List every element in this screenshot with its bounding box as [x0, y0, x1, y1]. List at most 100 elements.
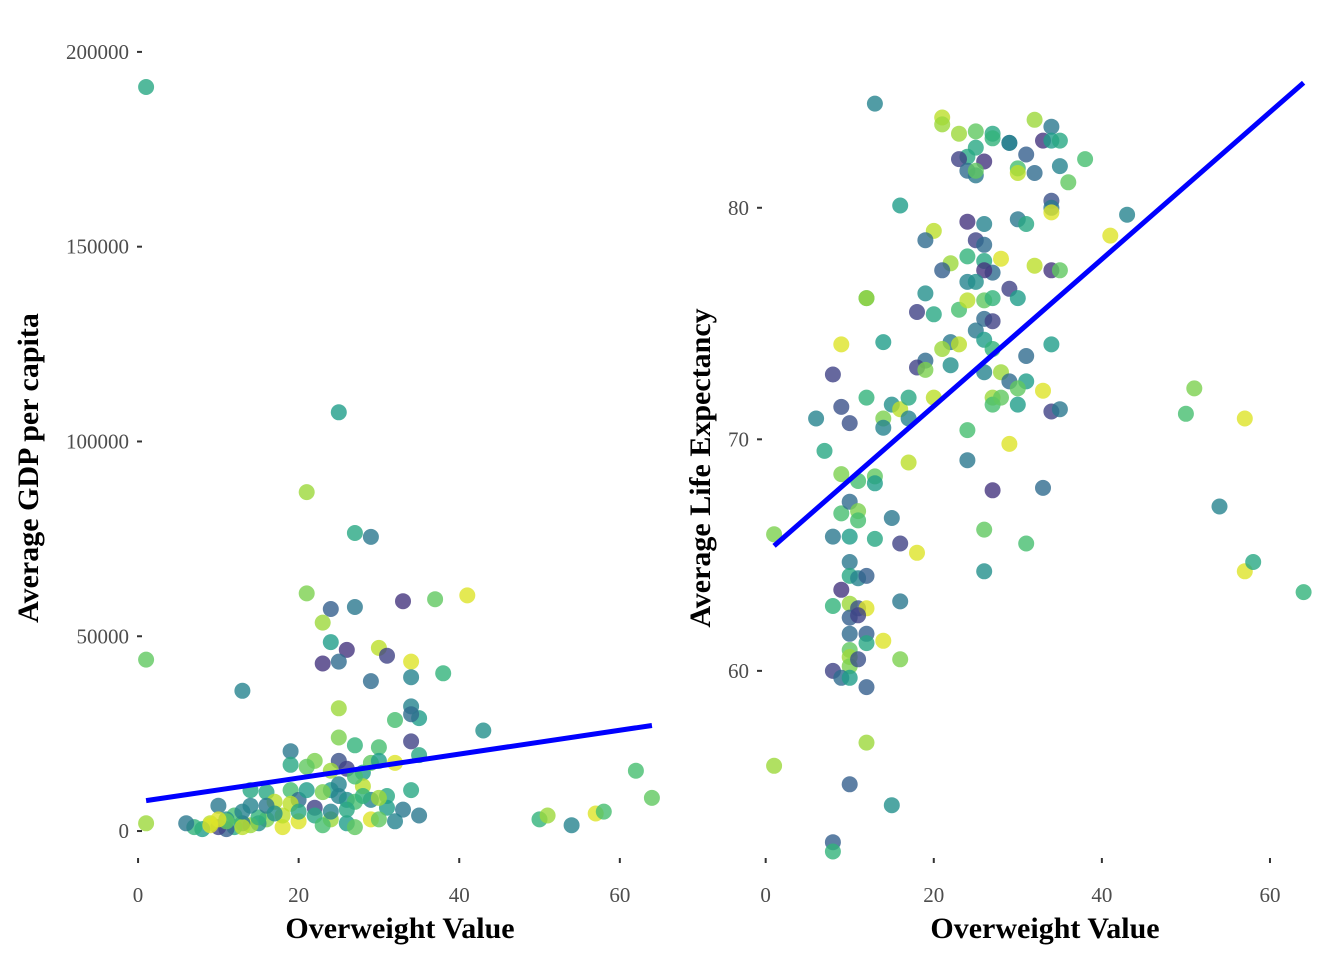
life-expectancy-point: [959, 213, 976, 230]
life-expectancy-scatter-panel: 60 70 80 0 20 40 60 Overweight Value Average …: [684, 80, 1312, 945]
life-expectancy-point: [892, 651, 909, 668]
gdp-point: [298, 484, 315, 501]
gdp-point: [234, 819, 251, 836]
life-expectancy-point: [959, 292, 976, 309]
life-expectancy-point: [917, 285, 934, 302]
gdp-point: [346, 737, 363, 754]
gdp-point: [314, 614, 331, 631]
life-expectancy-point: [833, 398, 850, 415]
life-expectancy-point: [875, 632, 892, 649]
gdp-point: [395, 593, 411, 610]
life-expectancy-point: [976, 262, 993, 279]
life-expectancy-point: [858, 734, 875, 751]
life-expectancy-point: [824, 528, 841, 545]
life-expectancy-point: [984, 482, 1001, 499]
life-expectancy-point: [1236, 410, 1253, 427]
life-expectancy-point: [1119, 206, 1136, 223]
life-expectancy-point: [866, 530, 883, 547]
life-expectancy-point: [1026, 257, 1043, 274]
gdp-point: [362, 528, 379, 545]
life-expectancy-point: [993, 250, 1009, 267]
life-expectancy-point: [1018, 348, 1035, 364]
gdp-point: [330, 653, 347, 670]
gdp-point: [563, 817, 580, 834]
life-expectancy-point: [925, 306, 942, 323]
gdp-point: [643, 789, 660, 806]
life-expectancy-point: [1026, 165, 1043, 181]
life-expectancy-point: [1077, 151, 1094, 168]
life-expectancy-point: [1043, 118, 1060, 135]
life-expectancy-point: [841, 528, 858, 545]
life-expectancy-x-tick-label: 20: [923, 883, 944, 907]
life-expectancy-point: [824, 843, 841, 860]
gdp-x-tick-label: 20: [288, 883, 309, 907]
gdp-point: [330, 729, 347, 746]
gdp-point: [395, 801, 411, 818]
life-expectancy-point: [1009, 380, 1026, 397]
life-expectancy-point: [959, 422, 976, 439]
gdp-point: [370, 739, 387, 756]
life-expectancy-point: [866, 95, 883, 112]
gdp-point: [234, 682, 251, 699]
life-expectancy-point: [959, 452, 976, 469]
life-expectancy-point: [1001, 134, 1018, 151]
gdp-y-tick-label: 100000: [66, 429, 129, 453]
life-expectancy-point: [1043, 336, 1060, 353]
life-expectancy-point: [1051, 401, 1068, 418]
gdp-point: [539, 807, 556, 824]
life-expectancy-point: [866, 475, 883, 492]
life-expectancy-point: [1035, 479, 1051, 496]
life-expectancy-point: [934, 262, 951, 279]
life-expectancy-point: [766, 757, 783, 774]
life-expectancy-point: [917, 361, 934, 378]
life-expectancy-point: [833, 336, 850, 353]
gdp-point: [387, 813, 403, 830]
gdp-point: [459, 587, 476, 604]
life-expectancy-point: [1060, 174, 1077, 191]
life-expectancy-point: [1186, 380, 1203, 397]
life-expectancy-point: [858, 290, 875, 307]
life-expectancy-point: [808, 410, 825, 427]
gdp-point: [403, 782, 420, 799]
gdp-y-tick-label: 200000: [66, 40, 129, 64]
gdp-point: [435, 665, 452, 682]
gdp-point: [210, 797, 227, 814]
life-expectancy-y-axis: 60 70 80: [728, 196, 762, 683]
life-expectancy-point: [850, 651, 867, 668]
gdp-point: [370, 811, 387, 828]
gdp-scatter-panel: 0 50000 100000 150000 200000 0 20 40 60 Overwei…: [12, 40, 660, 945]
life-expectancy-point: [1051, 262, 1068, 279]
gdp-point: [138, 815, 155, 832]
life-expectancy-point: [1051, 158, 1068, 175]
life-expectancy-point: [984, 313, 1001, 330]
life-expectancy-point: [858, 635, 875, 652]
life-expectancy-point: [841, 554, 858, 570]
gdp-point: [379, 647, 395, 664]
life-expectancy-point: [951, 151, 967, 168]
life-expectancy-point: [833, 505, 850, 522]
gdp-point: [403, 706, 420, 723]
life-expectancy-point: [900, 389, 917, 406]
life-expectancy-point: [993, 389, 1009, 406]
life-expectancy-point: [858, 679, 875, 696]
gdp-trend-line: [145, 722, 653, 804]
gdp-point: [178, 815, 195, 832]
gdp-point: [210, 811, 227, 828]
gdp-y-tick-label: 50000: [77, 624, 130, 648]
life-expectancy-point: [841, 669, 858, 686]
gdp-point: [250, 809, 267, 826]
gdp-point: [403, 733, 420, 750]
life-expectancy-point: [976, 216, 993, 232]
life-expectancy-point: [1018, 146, 1035, 163]
gdp-point: [403, 669, 420, 686]
gdp-y-axis-title: Average GDP per capita: [12, 313, 45, 623]
gdp-x-tick-label: 60: [609, 883, 630, 907]
gdp-point: [346, 819, 363, 836]
gdp-point: [322, 634, 339, 651]
gdp-point: [387, 712, 403, 728]
life-expectancy-point: [984, 290, 1001, 307]
life-expectancy-point: [833, 581, 850, 598]
life-expectancy-point: [967, 162, 984, 179]
life-expectancy-point: [967, 123, 984, 140]
life-expectancy-point: [942, 357, 959, 374]
